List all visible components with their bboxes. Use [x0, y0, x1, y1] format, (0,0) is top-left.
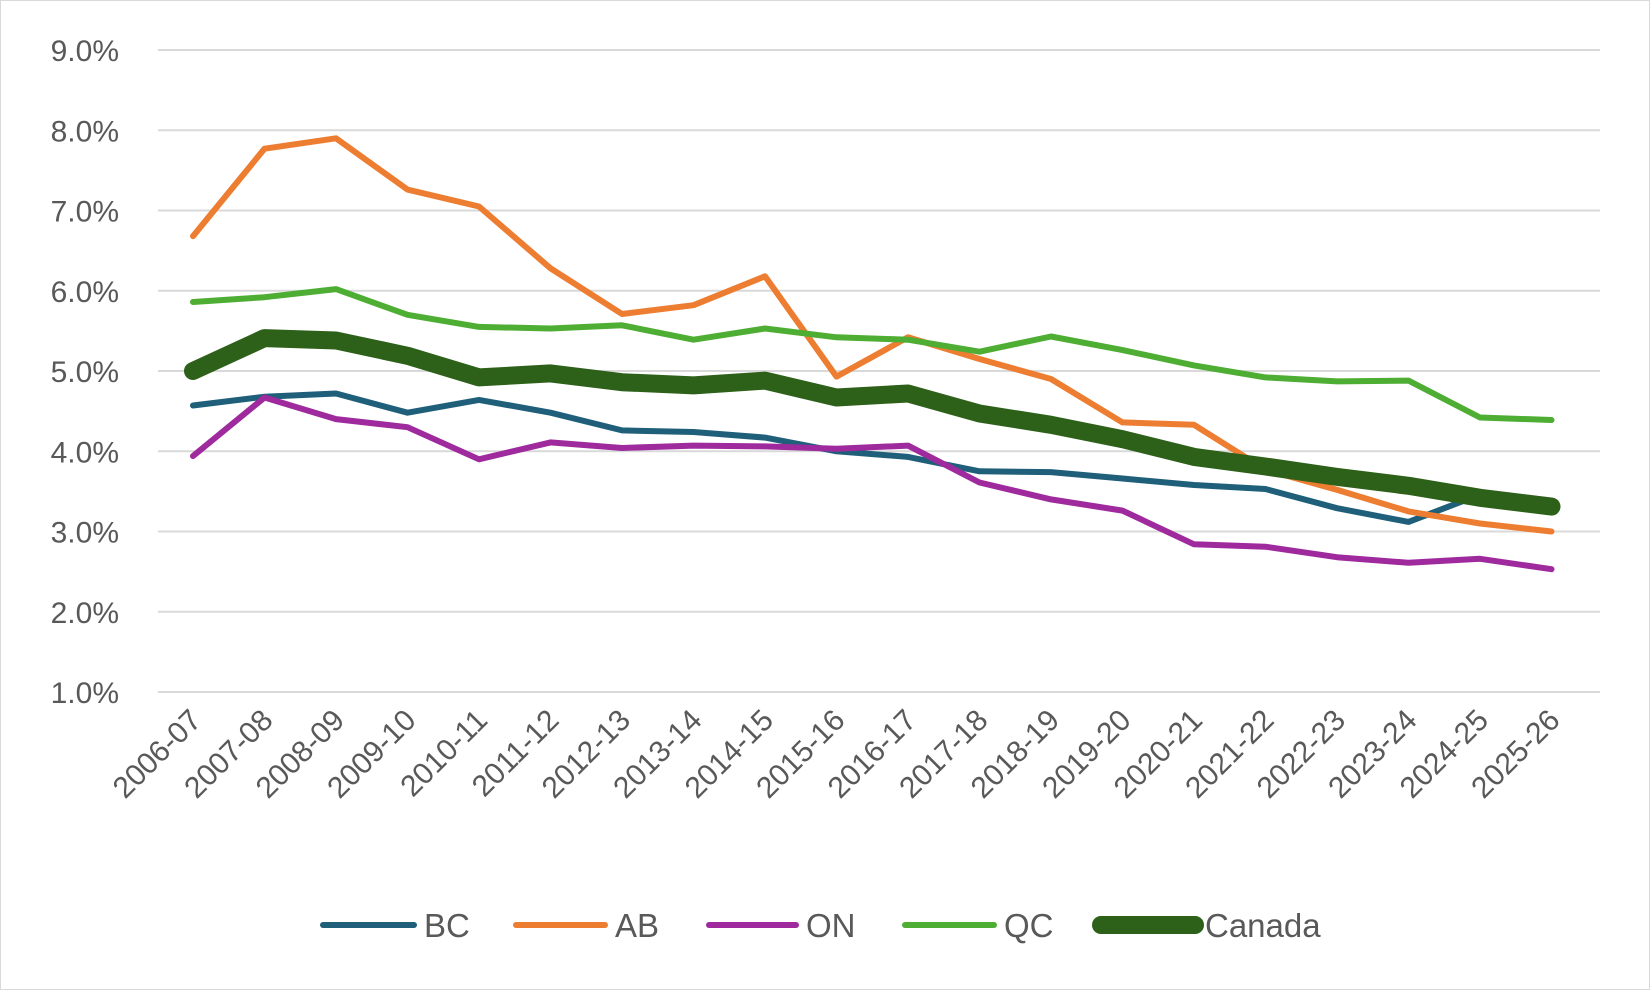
gridlines	[158, 49, 1600, 693]
y-tick-label: 8.0%	[51, 115, 119, 148]
series-line-canada	[184, 329, 1561, 516]
series-line-on	[190, 394, 1555, 573]
legend-label-canada: Canada	[1205, 907, 1321, 944]
series-line-ab	[190, 135, 1555, 535]
y-tick-label: 9.0%	[51, 35, 119, 68]
y-axis-ticks: 1.0% 2.0% 3.0% 4.0% 5.0% 6.0% 7.0% 8.0% 9.0%	[51, 35, 119, 710]
series-line-qc	[190, 286, 1555, 423]
y-tick-label: 2.0%	[51, 597, 119, 630]
y-tick-label: 6.0%	[51, 276, 119, 309]
y-tick-label: 1.0%	[51, 677, 119, 710]
legend-label-bc: BC	[424, 907, 470, 944]
y-tick-label: 4.0%	[51, 436, 119, 469]
series-lines	[184, 135, 1561, 573]
legend-label-qc: QC	[1004, 907, 1054, 944]
legend-label-ab: AB	[615, 907, 659, 944]
legend: BC AB ON QC Canada	[320, 907, 1321, 944]
y-tick-label: 7.0%	[51, 196, 119, 229]
y-tick-label: 5.0%	[51, 356, 119, 389]
series-line-bc	[190, 390, 1555, 525]
y-tick-label: 3.0%	[51, 517, 119, 550]
legend-label-on: ON	[806, 907, 856, 944]
x-axis-ticks: 2006-072007-082008-092009-102010-112011-…	[107, 704, 1567, 805]
